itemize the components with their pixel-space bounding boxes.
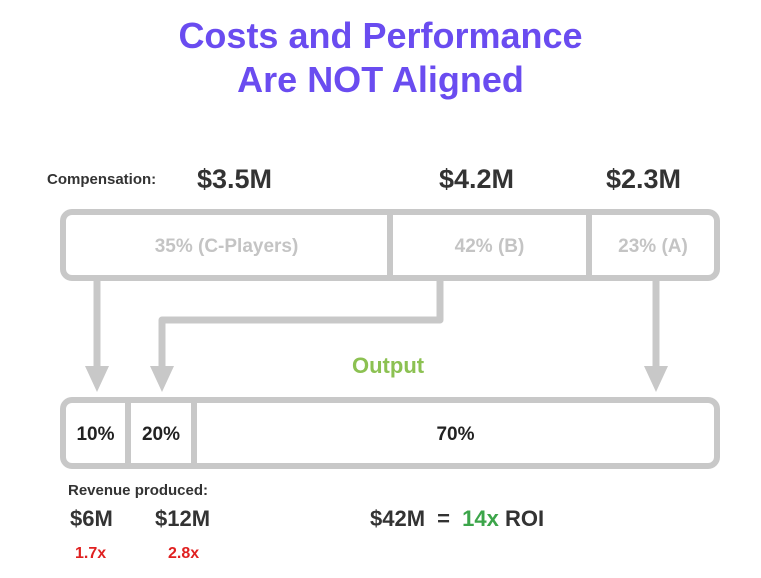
revenue-value-c: $6M [70, 506, 113, 531]
revenue-total: $42M [370, 506, 426, 531]
compensation-amount-b: $4.2M [439, 164, 515, 194]
output-label: Output [352, 353, 425, 378]
roi-value: 14x [462, 506, 499, 531]
revenue-ratio-c: 1.7x [75, 545, 107, 562]
output-bar [60, 397, 720, 469]
compensation-segment-b: 42% (B) [454, 236, 525, 257]
revenue-value-b: $12M [155, 506, 211, 531]
compensation-amount-c: $3.5M [197, 164, 273, 194]
title-line-1: Costs and Performance [178, 15, 583, 56]
roi-label: ROI [505, 506, 545, 531]
revenue-total-line: $42M = 14x ROI [370, 506, 544, 532]
output-segment-b: 20% [141, 424, 181, 445]
output-segment-a: 70% [436, 424, 475, 445]
arrowhead-b-players [150, 366, 174, 392]
arrow-b-players [158, 280, 444, 368]
compensation-label: Compensation: [47, 171, 157, 188]
revenue-ratio-b: 2.8x [168, 545, 200, 562]
compensation-segment-a: 23% (A) [618, 236, 688, 257]
revenue-label: Revenue produced: [68, 482, 209, 499]
compensation-segment-c: 35% (C-Players) [154, 236, 299, 257]
equals-sign: = [437, 506, 451, 531]
arrowhead-c-players [85, 366, 109, 392]
compensation-amount-a: $2.3M [606, 164, 682, 194]
output-segment-c: 10% [76, 424, 115, 445]
arrowhead-a-players [644, 366, 668, 392]
title-line-2: Are NOT Aligned [237, 59, 524, 100]
